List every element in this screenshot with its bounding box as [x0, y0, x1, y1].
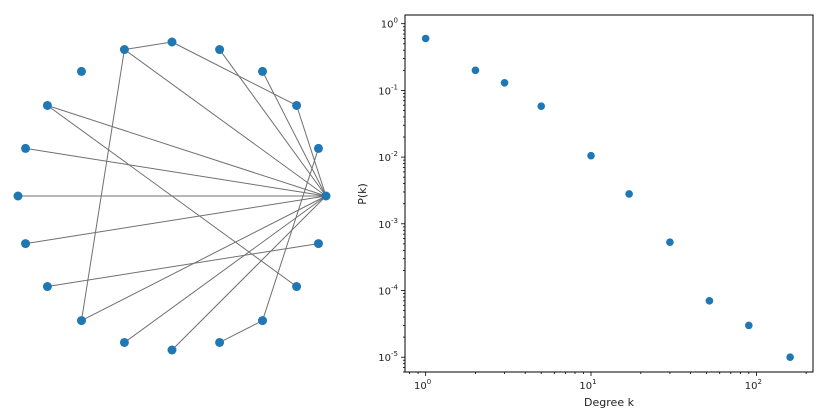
network-edge [171, 195, 327, 351]
data-point [625, 190, 633, 198]
data-point [500, 78, 509, 87]
network-edge [47, 243, 319, 288]
network-edge [47, 105, 297, 287]
y-tick-label: 100 [381, 17, 398, 31]
x-tick-label: 100 [414, 378, 431, 392]
data-points [421, 34, 794, 362]
network-node [167, 37, 177, 47]
network-node [258, 66, 268, 76]
network-edge [219, 49, 327, 197]
network-node [292, 282, 302, 292]
x-tick-label: 101 [579, 378, 596, 392]
y-axis-label: P(k) [356, 183, 369, 205]
network-edge [25, 147, 327, 197]
network-node [313, 143, 323, 153]
network-node [313, 239, 323, 249]
network-edge [262, 148, 319, 321]
data-point [666, 238, 674, 246]
data-point [471, 66, 480, 75]
y-tick-label: 10-1 [378, 83, 398, 97]
network-node [21, 143, 31, 153]
network-edge [219, 320, 263, 343]
data-point [537, 102, 546, 110]
network-node [167, 345, 177, 355]
network-node [119, 337, 129, 347]
network-node [215, 45, 225, 55]
network-node [292, 100, 302, 110]
network-node [119, 45, 129, 55]
network-node [76, 66, 86, 76]
network-edge [171, 41, 297, 106]
x-axis-label: Degree k [584, 396, 635, 409]
plot-frame [404, 14, 814, 373]
data-point [421, 34, 430, 43]
y-tick-label: 10-2 [378, 150, 398, 164]
x-tick-label: 102 [745, 378, 762, 392]
data-point [745, 321, 753, 330]
network-edge [124, 41, 173, 51]
axis-ticks: 100 101 102 100 10-1 10-2 10-3 10-4 10-5 [378, 17, 807, 392]
network-node [258, 316, 268, 326]
network-node [42, 100, 52, 110]
y-tick-label: 10-5 [378, 350, 398, 364]
network-node [215, 337, 225, 347]
network-edge [25, 195, 327, 245]
network-node [13, 191, 23, 201]
data-point [705, 297, 714, 305]
y-tick-label: 10-4 [378, 284, 398, 298]
data-point [587, 151, 595, 160]
network-node [42, 282, 52, 292]
network-edge [81, 195, 327, 322]
network-node [21, 239, 31, 249]
network-edge [262, 71, 327, 197]
y-tick-label: 10-3 [378, 217, 398, 231]
network-edge [124, 49, 327, 197]
degree-distribution-plot: 100 101 102 100 10-1 10-2 10-3 10-4 10-5 Degree … [356, 14, 814, 409]
data-point [786, 353, 794, 362]
network-edge [124, 195, 327, 343]
network-graph [13, 37, 331, 355]
network-edge [80, 49, 125, 321]
network-edge [47, 105, 327, 197]
network-node [76, 316, 86, 326]
network-edge [296, 105, 327, 197]
network-node [321, 191, 331, 201]
